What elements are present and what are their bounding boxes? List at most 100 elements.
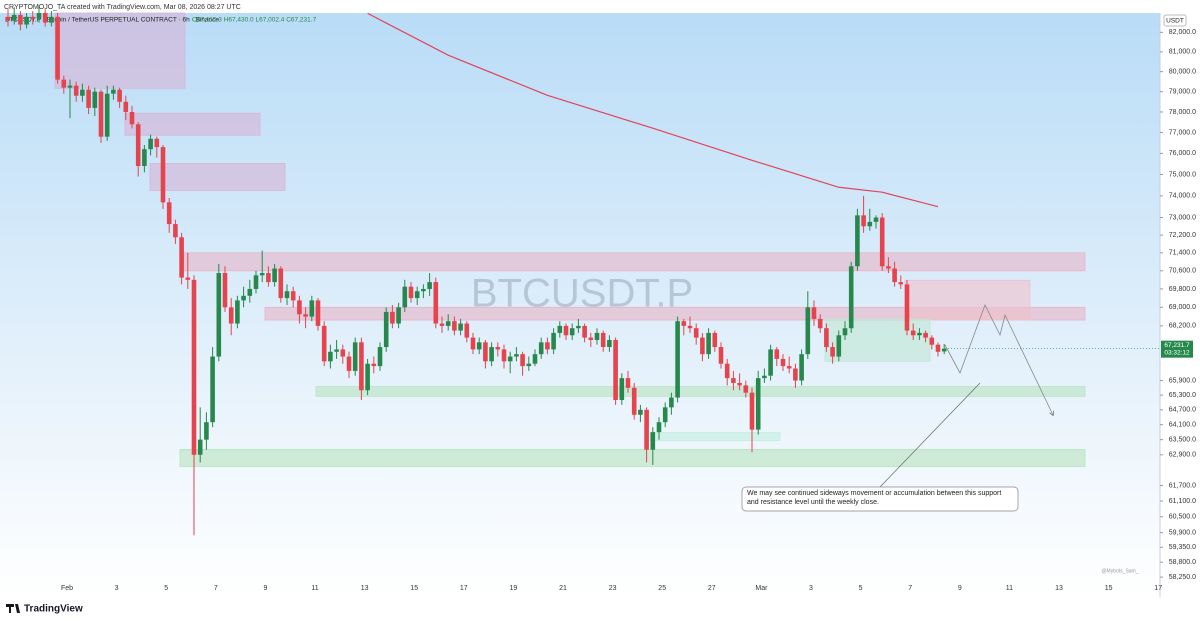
- x-tick-label: 9: [263, 585, 267, 592]
- candle-body: [445, 321, 451, 326]
- candle-body: [5, 16, 11, 21]
- candle-body: [67, 85, 73, 88]
- candle-body: [892, 268, 897, 283]
- candle-body: [538, 342, 544, 355]
- x-tick-label: 13: [361, 585, 369, 592]
- candle-body: [129, 111, 135, 125]
- candle-body: [724, 363, 730, 379]
- candle-body: [607, 339, 612, 348]
- candle-body: [346, 356, 352, 371]
- candle-body: [904, 284, 910, 331]
- currency: USDT: [1166, 18, 1184, 25]
- candle-body: [830, 347, 835, 357]
- candle-body: [278, 268, 284, 299]
- candle-body: [910, 330, 916, 336]
- candle-body: [495, 347, 501, 350]
- candle-body: [383, 311, 389, 348]
- candle-body: [879, 217, 885, 267]
- y-tick-label: 70,600.0: [1169, 268, 1196, 275]
- candle-body: [619, 378, 625, 400]
- candle-body: [18, 14, 23, 25]
- candle-body: [762, 375, 767, 379]
- candle-body: [259, 273, 265, 276]
- x-tick-label: Feb: [61, 585, 73, 592]
- zone: [315, 386, 1086, 397]
- candle-body: [135, 124, 141, 166]
- y-tick-label: 63,500.0: [1169, 436, 1196, 443]
- zone: [124, 112, 261, 136]
- candle-body: [780, 358, 786, 367]
- y-tick-label: 80,000.0: [1169, 68, 1196, 75]
- candle-body: [247, 288, 253, 296]
- zone: [179, 449, 1086, 467]
- candle-body: [421, 288, 426, 292]
- x-tick-label: 19: [510, 585, 518, 592]
- candle-body: [520, 354, 525, 367]
- brand: TradingView: [24, 604, 83, 615]
- candle-body: [526, 363, 532, 367]
- candle-body: [768, 349, 773, 376]
- candle-body: [414, 291, 420, 299]
- zone: [264, 306, 1086, 321]
- candle-body: [588, 337, 594, 340]
- candle-body: [408, 286, 414, 299]
- candle-body: [799, 354, 804, 381]
- candle-body: [173, 224, 178, 238]
- candle-body: [222, 273, 228, 308]
- candle-body: [185, 277, 191, 280]
- y-tick-label: 81,000.0: [1169, 49, 1196, 56]
- candle-body: [80, 89, 85, 96]
- candle-body: [197, 439, 203, 455]
- candle-body: [166, 202, 172, 225]
- candle-body: [917, 332, 922, 336]
- candle-body: [204, 422, 209, 440]
- candle-body: [98, 91, 104, 137]
- candle-body: [687, 325, 693, 329]
- moving-average: [367, 12, 939, 208]
- candle-body: [774, 349, 780, 359]
- candle-body: [191, 279, 197, 455]
- y-tick-label: 59,900.0: [1169, 529, 1196, 536]
- candle-body: [718, 347, 724, 364]
- footer: [0, 597, 1200, 623]
- candle-body: [111, 89, 116, 94]
- header-bar: [0, 0, 1200, 13]
- x-tick-label: 15: [1105, 585, 1113, 592]
- zone: [149, 163, 286, 191]
- candle-body: [501, 349, 507, 362]
- candle-body: [30, 16, 36, 19]
- price-axis: [1160, 13, 1200, 597]
- y-tick-label: 64,700.0: [1169, 407, 1196, 414]
- candle-body: [24, 16, 29, 25]
- candle-body: [73, 85, 79, 96]
- candle-body: [142, 149, 147, 166]
- candle-body: [706, 332, 711, 355]
- callout-line: [879, 382, 981, 488]
- candle-body: [160, 147, 166, 203]
- zone: [649, 432, 781, 442]
- currency-box: [1163, 14, 1187, 27]
- x-tick-label: 23: [609, 585, 617, 592]
- symbol: BTCUSDT.P · Bitcoin / TetherUS PERPETUAL…: [5, 17, 219, 24]
- candle-body: [365, 363, 370, 391]
- x-tick-label: 13: [1055, 585, 1063, 592]
- candle-body: [594, 332, 600, 340]
- candle-body: [42, 13, 48, 23]
- x-tick-label: 17: [1154, 585, 1162, 592]
- candle-body: [117, 89, 122, 102]
- last-price-tag: [1161, 340, 1193, 358]
- candle-body: [631, 387, 637, 415]
- candle-body: [644, 409, 649, 450]
- candle-body: [669, 397, 674, 408]
- candle-body: [235, 300, 240, 324]
- candle-body: [290, 291, 296, 301]
- candle-body: [600, 332, 606, 348]
- candle-body: [861, 215, 866, 227]
- candle-body: [49, 16, 54, 23]
- candle-body: [321, 325, 327, 362]
- projection-path: [944, 303, 1053, 415]
- x-tick-label: 5: [164, 585, 168, 592]
- y-tick-label: 79,000.0: [1169, 89, 1196, 96]
- candle-body: [923, 332, 928, 338]
- annotation-box: [741, 486, 1019, 512]
